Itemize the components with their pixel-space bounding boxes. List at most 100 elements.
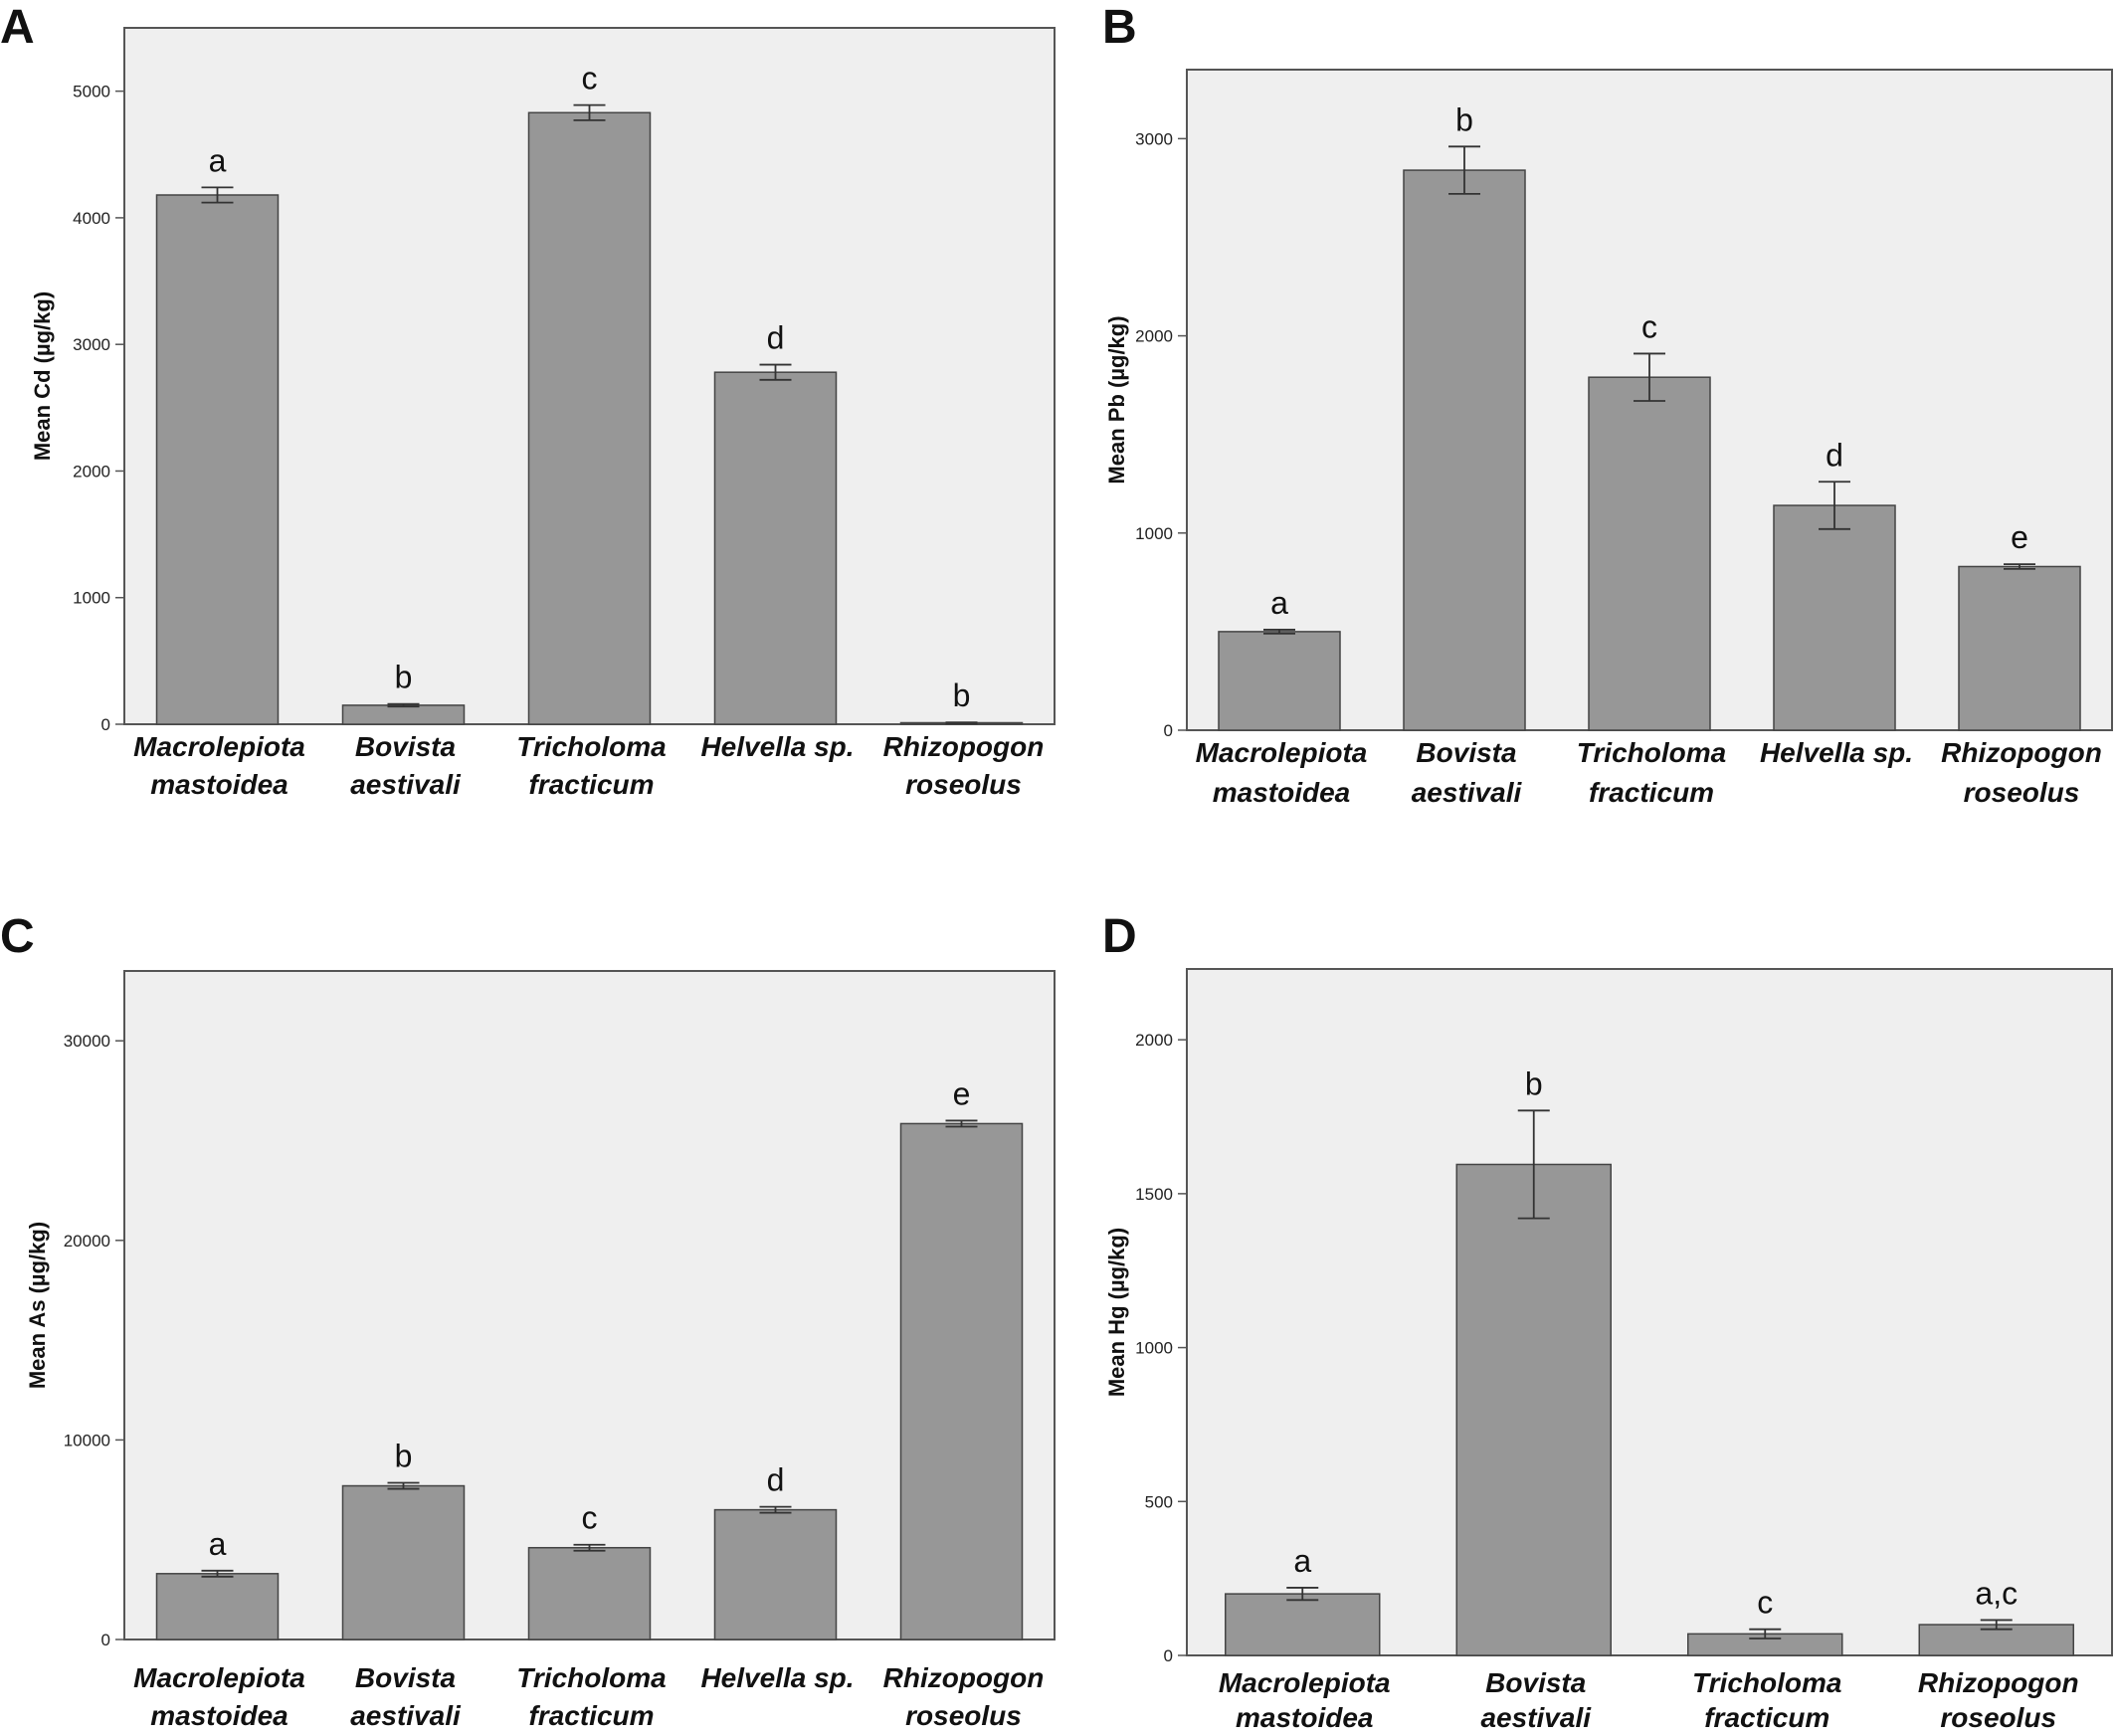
category-label: Bovista bbox=[355, 731, 456, 762]
y-tick-label: 20000 bbox=[64, 1232, 110, 1251]
bar bbox=[899, 1122, 1024, 1640]
category-label: Rhizopogon bbox=[1941, 737, 2102, 768]
category-label: aestivali bbox=[1480, 1702, 1592, 1733]
y-tick-label: 0 bbox=[101, 715, 110, 734]
y-tick-label: 0 bbox=[1164, 721, 1173, 740]
category-label: fracticum bbox=[528, 769, 654, 800]
panel-letter-a: A bbox=[0, 1, 35, 54]
category-label: roseolus bbox=[905, 769, 1022, 800]
chart-panel-b: B 0 1000 2000 3000 Mean Pb (µg/kg) a Macrolepi… bbox=[1102, 0, 2117, 868]
category-label: Bovista bbox=[1416, 737, 1516, 768]
category-label: Helvella sp. bbox=[700, 731, 854, 762]
significance-letter: a,c bbox=[1975, 1575, 2018, 1611]
significance-letter: d bbox=[1826, 437, 1843, 473]
category-label: Macrolepiota bbox=[1219, 1667, 1391, 1698]
y-tick-label: 10000 bbox=[64, 1431, 110, 1449]
category-label: aestivali bbox=[350, 769, 462, 800]
bar bbox=[1773, 504, 1896, 731]
y-axis-label: Mean Cd (µg/kg) bbox=[30, 291, 55, 461]
category-label: Macrolepiota bbox=[133, 1662, 305, 1693]
bar bbox=[1225, 1593, 1381, 1656]
panel-letter-c: C bbox=[0, 910, 35, 963]
category-label: fracticum bbox=[1589, 777, 1714, 808]
category-label: aestivali bbox=[1412, 777, 1523, 808]
category-label: Tricholoma bbox=[1577, 737, 1726, 768]
category-label: Tricholoma bbox=[1692, 1667, 1841, 1698]
category-label: mastoidea bbox=[150, 769, 289, 800]
bar bbox=[713, 371, 838, 725]
significance-letter: c bbox=[1641, 308, 1657, 344]
bar bbox=[1588, 376, 1711, 731]
category-label: Helvella sp. bbox=[700, 1662, 854, 1693]
bar bbox=[1455, 1163, 1612, 1656]
category-label: roseolus bbox=[1940, 1702, 2056, 1733]
chart-panel-c: C 0 10000 20000 30000 Mean As (µg/kg) a Macrol… bbox=[0, 909, 1058, 1736]
significance-letter: c bbox=[582, 61, 598, 96]
y-tick-label: 30000 bbox=[64, 1032, 110, 1051]
category-label: Rhizopogon bbox=[1918, 1667, 2079, 1698]
bar bbox=[341, 1484, 466, 1640]
bar-chart-as: 0 10000 20000 30000 Mean As (µg/kg) a Macrolep… bbox=[25, 970, 1056, 1731]
plot-area bbox=[123, 970, 1056, 1640]
significance-letter: d bbox=[767, 320, 785, 356]
bar bbox=[341, 704, 466, 725]
significance-letter: e bbox=[953, 1075, 971, 1111]
y-tick-label: 2000 bbox=[73, 462, 110, 481]
category-label: Bovista bbox=[1485, 1667, 1586, 1698]
category-label: mastoidea bbox=[1236, 1702, 1374, 1733]
category-label: Macrolepiota bbox=[1196, 737, 1368, 768]
category-label: Rhizopogon bbox=[883, 731, 1045, 762]
significance-letter: b bbox=[395, 1439, 413, 1474]
category-label: Tricholoma bbox=[516, 731, 666, 762]
y-tick-label: 3000 bbox=[1135, 129, 1173, 148]
chart-panel-d: D 0 500 1000 1500 2000 Mean Hg (µg/kg) a Macrol… bbox=[1102, 909, 2117, 1736]
y-tick-label: 0 bbox=[101, 1631, 110, 1649]
y-axis-label: Mean Hg (µg/kg) bbox=[1104, 1228, 1129, 1397]
significance-letter: c bbox=[1757, 1585, 1773, 1621]
category-label: aestivali bbox=[350, 1700, 462, 1731]
bar bbox=[713, 1508, 838, 1640]
category-label: roseolus bbox=[1964, 777, 2080, 808]
significance-letter: b bbox=[1525, 1065, 1543, 1101]
significance-letter: a bbox=[1293, 1543, 1311, 1579]
significance-letter: e bbox=[2011, 519, 2028, 555]
significance-letter: b bbox=[1455, 101, 1473, 137]
y-tick-label: 1000 bbox=[73, 589, 110, 608]
category-label: Bovista bbox=[355, 1662, 456, 1693]
y-tick-label: 3000 bbox=[73, 335, 110, 354]
y-axis-label: Mean Pb (µg/kg) bbox=[1104, 315, 1129, 483]
category-label: Helvella sp. bbox=[1760, 737, 1913, 768]
category-label: fracticum bbox=[528, 1700, 654, 1731]
y-tick-label: 1000 bbox=[1135, 1339, 1173, 1358]
y-tick-label: 0 bbox=[1164, 1646, 1173, 1665]
bar bbox=[155, 1573, 280, 1640]
significance-letter: c bbox=[582, 1500, 598, 1536]
bar bbox=[155, 194, 280, 725]
category-label: Rhizopogon bbox=[883, 1662, 1045, 1693]
bar bbox=[527, 1546, 652, 1640]
y-tick-label: 1000 bbox=[1135, 524, 1173, 543]
significance-letter: a bbox=[209, 1526, 227, 1562]
significance-letter: a bbox=[1270, 585, 1288, 621]
y-tick-label: 4000 bbox=[73, 209, 110, 228]
plot-area bbox=[1186, 968, 2113, 1656]
significance-letter: a bbox=[209, 142, 227, 178]
y-tick-label: 2000 bbox=[1135, 1031, 1173, 1050]
panel-letter-b: B bbox=[1102, 1, 1137, 54]
significance-letter: b bbox=[395, 660, 413, 695]
y-tick-label: 500 bbox=[1145, 1492, 1173, 1511]
category-label: roseolus bbox=[905, 1700, 1022, 1731]
bar-chart-cd: 0 1000 2000 3000 4000 5000 Mean Cd (µg/kg) a Mac… bbox=[30, 27, 1056, 800]
chart-panel-a: A 0 1000 2000 3000 4000 5000 Mean Cd (µg/kg) a M… bbox=[0, 0, 1058, 868]
y-axis-label: Mean As (µg/kg) bbox=[25, 1222, 50, 1389]
bar-chart-hg: 0 500 1000 1500 2000 Mean Hg (µg/kg) a Macrolep… bbox=[1104, 968, 2113, 1733]
category-label: mastoidea bbox=[1213, 777, 1351, 808]
bar bbox=[1958, 565, 2081, 731]
significance-letter: b bbox=[953, 677, 971, 713]
category-label: Tricholoma bbox=[516, 1662, 666, 1693]
significance-letter: d bbox=[767, 1462, 785, 1498]
bar bbox=[1218, 631, 1341, 731]
bar bbox=[1403, 169, 1526, 731]
category-label: Macrolepiota bbox=[133, 731, 305, 762]
y-tick-label: 1500 bbox=[1135, 1185, 1173, 1204]
